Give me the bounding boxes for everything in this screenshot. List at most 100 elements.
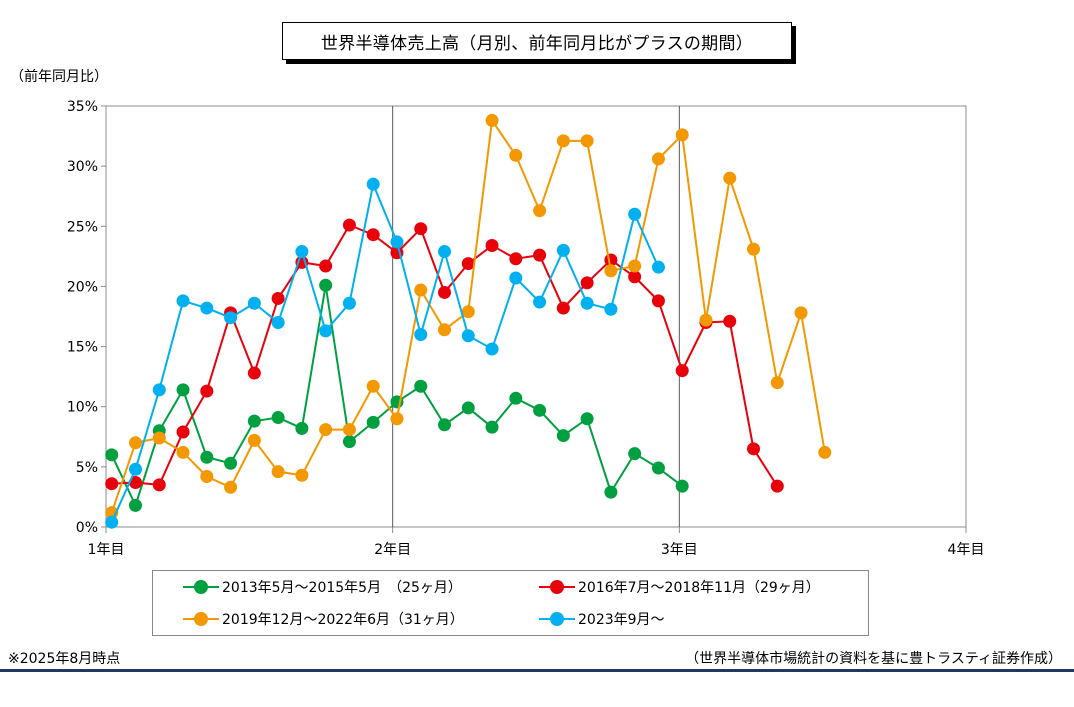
data-point <box>176 383 190 397</box>
data-point <box>533 248 547 262</box>
data-point <box>485 342 499 356</box>
data-point <box>247 414 261 428</box>
series-3 <box>105 177 665 529</box>
data-point <box>200 450 214 464</box>
data-point <box>580 412 594 426</box>
data-point <box>651 294 665 308</box>
data-point <box>461 329 475 343</box>
data-point <box>200 301 214 315</box>
data-point <box>509 252 523 266</box>
data-point <box>390 412 404 426</box>
chart-title: 世界半導体売上高（月別、前年同月比がプラスの期間） <box>282 22 792 60</box>
data-point <box>747 442 761 456</box>
data-point <box>580 296 594 310</box>
data-point <box>461 257 475 271</box>
data-point <box>675 364 689 378</box>
data-point <box>152 478 166 492</box>
x-tick-label: 4年目 <box>948 542 985 558</box>
legend-marker-red <box>539 580 575 594</box>
data-point <box>794 306 808 320</box>
data-point <box>319 259 333 273</box>
data-point <box>366 379 380 393</box>
data-point <box>628 207 642 221</box>
data-point <box>438 285 452 299</box>
data-point <box>366 177 380 191</box>
data-point <box>628 259 642 273</box>
data-point <box>461 305 475 319</box>
data-point <box>580 276 594 290</box>
data-point <box>414 328 428 342</box>
data-point <box>342 435 356 449</box>
legend-label: 2013年5月～2015年5月 （25ヶ月） <box>222 580 462 596</box>
data-point <box>604 302 618 316</box>
data-point <box>414 222 428 236</box>
data-point <box>533 204 547 218</box>
x-tick-label: 1年目 <box>88 542 125 558</box>
data-point <box>105 477 119 491</box>
data-point <box>271 316 285 330</box>
y-tick-label: 35% <box>67 99 98 115</box>
data-point <box>366 228 380 242</box>
data-point <box>628 270 642 284</box>
data-point <box>271 411 285 425</box>
legend-marker-orange <box>183 612 219 626</box>
data-point <box>200 469 214 483</box>
data-point <box>438 245 452 259</box>
data-point <box>224 480 238 494</box>
series-0 <box>105 278 689 512</box>
data-point <box>176 445 190 459</box>
data-point <box>129 436 143 450</box>
legend-label: 2023年9月～ <box>578 612 665 628</box>
data-point <box>342 218 356 232</box>
x-tick-label: 2年目 <box>374 542 411 558</box>
y-tick-label: 30% <box>67 159 98 175</box>
data-point <box>224 456 238 470</box>
data-point <box>224 311 238 325</box>
data-point <box>319 324 333 338</box>
source-note: （世界半導体市場統計の資料を基に豊トラスティ証券作成） <box>685 651 1062 667</box>
data-point <box>247 433 261 447</box>
data-point <box>438 323 452 337</box>
series-line <box>111 223 779 487</box>
y-tick-label: 15% <box>67 340 98 356</box>
data-point <box>295 468 309 482</box>
y-tick-label: 0% <box>76 520 98 536</box>
data-point <box>651 152 665 166</box>
y-tick-label: 5% <box>76 460 98 476</box>
plot-area <box>105 105 967 528</box>
data-point <box>129 462 143 476</box>
data-point <box>485 420 499 434</box>
data-point <box>295 245 309 259</box>
legend-marker-blue <box>539 612 575 626</box>
legend-item-2019: 2019年12月～2022年6月（31ヶ月） <box>183 609 464 629</box>
data-point <box>129 475 143 489</box>
data-point <box>675 479 689 493</box>
legend-marker-green <box>183 580 219 594</box>
line-chart: 0% 5% 10% 15% 20% 25% 30% 35% 1年目 2年目 3年目 4年目 <box>67 99 985 558</box>
x-tick-label: 3年目 <box>661 542 698 558</box>
data-point <box>509 271 523 285</box>
bottom-divider <box>0 669 1074 672</box>
legend-label: 2016年7月～2018年11月（29ヶ月） <box>578 580 820 596</box>
data-point <box>556 134 570 148</box>
series-line <box>110 180 660 523</box>
data-point <box>628 447 642 461</box>
data-point <box>556 429 570 443</box>
data-point <box>247 366 261 380</box>
data-point <box>152 383 166 397</box>
data-point <box>176 294 190 308</box>
data-point <box>200 384 214 398</box>
footnote: ※2025年8月時点 <box>8 651 121 667</box>
data-point <box>533 295 547 309</box>
data-point <box>770 479 784 493</box>
series-line <box>110 285 683 509</box>
legend-label: 2019年12月～2022年6月（31ヶ月） <box>222 612 464 628</box>
data-point <box>509 391 523 405</box>
data-point <box>533 403 547 417</box>
data-point <box>723 171 737 185</box>
data-point <box>604 485 618 499</box>
data-point <box>152 431 166 445</box>
data-point <box>342 296 356 310</box>
data-point <box>556 301 570 315</box>
data-point <box>414 379 428 393</box>
